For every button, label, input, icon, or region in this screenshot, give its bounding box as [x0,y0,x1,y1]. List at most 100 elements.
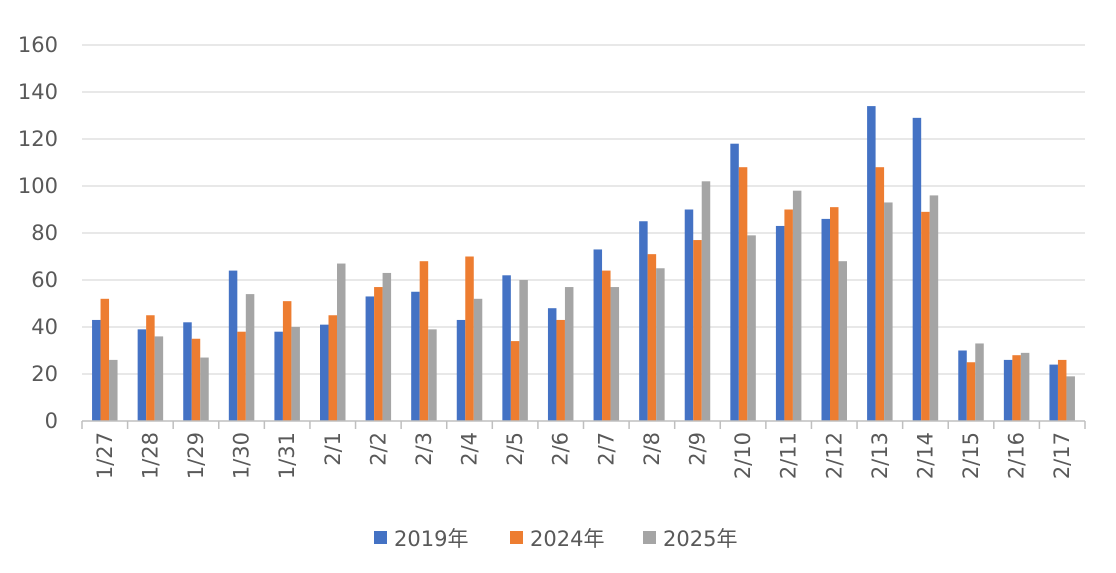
bar-3-2/15 [975,343,984,421]
bar-1-2/10 [730,143,739,421]
bar-1-2/1 [320,324,329,421]
bar-1-2/15 [958,350,967,421]
bar-3-2/14 [929,195,939,421]
x-tick-label: 2/2 [366,432,390,466]
bar-2-2/7 [602,270,611,421]
bar-1-2/16 [1003,359,1013,421]
bar-1-2/4 [456,319,466,421]
bar-3-2/3 [428,329,437,421]
bar-2-1/29 [191,338,201,421]
bar-2-2/13 [875,167,885,421]
x-axis-tick-labels: 1/27 1/28 1/29 1/30 1/31 2/1 2/2 2/3 2/4 2/5 2/6 2/… [93,432,1074,479]
x-axis [81,420,1086,429]
y-tick-label: 100 [18,174,58,198]
bar-2-2/11 [784,209,793,421]
x-tick-label: 2/11 [777,432,801,479]
bar-1-1/29 [183,322,192,421]
x-tick-label: 1/31 [275,432,299,479]
bar-2-2/4 [465,256,474,421]
bar-3-1/29 [200,357,209,421]
bar-1-2/7 [593,249,603,421]
x-tick-label: 2/16 [1005,432,1029,479]
bar-2-2/5 [510,341,520,421]
bar-1-2/3 [411,291,420,421]
x-tick-label: 1/29 [184,432,208,479]
x-tick-label: 2/8 [640,432,664,466]
bar-1-2/14 [912,117,922,421]
bar-1-1/31 [274,331,283,421]
y-tick-label: 80 [31,221,58,245]
bar-2-2/6 [556,319,565,421]
bar-2-2/12 [830,207,839,421]
bar-1-2/9 [684,209,694,421]
bar-3-2/11 [792,190,802,421]
x-tick-label: 1/28 [138,432,162,479]
y-tick-label: 40 [31,315,58,339]
legend-item: 2025年 [643,527,737,551]
bar-3-2/1 [337,263,346,421]
bar-2-1/27 [100,298,110,421]
bar-1-2/17 [1049,364,1058,421]
bar-1-2/6 [547,308,557,421]
bar-1-2/12 [821,218,830,421]
bar-2-1/30 [237,331,246,421]
legend-item: 2019年 [374,527,468,551]
bars [92,106,1075,421]
bar-2-2/3 [419,261,429,421]
bar-1-2/8 [639,221,648,421]
bar-1-1/28 [137,329,147,421]
bar-3-2/16 [1020,352,1030,421]
x-tick-label: 2/7 [594,432,618,466]
x-tick-label: 1/30 [230,432,254,479]
bar-3-1/30 [245,294,255,421]
y-tick-label: 120 [18,127,58,151]
x-tick-label: 2/9 [685,432,709,466]
bar-3-2/9 [701,181,711,421]
bar-3-2/17 [1066,376,1075,421]
bar-3-2/2 [382,272,392,421]
x-tick-label: 2/15 [959,432,983,479]
bar-3-2/5 [519,280,528,421]
bar-1-2/13 [867,106,876,421]
bar-1-1/30 [228,270,238,421]
bar-2-2/9 [693,240,702,421]
x-tick-label: 2/13 [868,432,892,479]
x-tick-label: 1/27 [93,432,117,479]
bar-3-2/6 [564,287,574,421]
bar-2-1/28 [146,315,155,421]
bar-1-2/5 [502,275,511,421]
y-axis-tick-labels: 0 20 40 60 80 100 120 140 160 [18,33,58,433]
bar-3-2/4 [473,298,483,421]
bar-3-2/8 [656,268,665,421]
legend-swatch [374,531,387,544]
x-tick-label: 2/10 [731,432,755,479]
x-tick-label: 2/1 [321,432,345,466]
bar-2-2/2 [374,287,383,421]
bar-3-2/12 [838,261,847,421]
x-tick-label: 2/4 [458,432,482,466]
bar-3-1/31 [291,327,300,421]
bar-2-2/8 [647,254,657,421]
bar-2-2/10 [738,167,748,421]
bar-2-2/17 [1057,359,1067,421]
y-tick-label: 140 [18,80,58,104]
legend: 2019年 2024年 2025年 [374,527,737,551]
bar-2-1/31 [282,301,292,421]
x-tick-label: 2/6 [549,432,573,466]
bar-2-2/16 [1012,355,1021,421]
bar-3-2/7 [610,287,620,421]
legend-label: 2025年 [663,527,737,551]
legend-label: 2019年 [394,527,468,551]
legend-item: 2024年 [510,527,604,551]
x-tick-label: 2/14 [913,432,937,479]
x-tick-label: 2/17 [1050,432,1074,479]
bar-2-2/15 [966,362,976,421]
y-tick-label: 60 [31,268,58,292]
y-tick-label: 160 [18,33,58,57]
x-tick-label: 2/5 [503,432,527,466]
bar-2-2/1 [328,315,337,421]
legend-label: 2024年 [530,527,604,551]
bar-3-2/13 [884,202,893,421]
y-tick-label: 20 [31,362,58,386]
